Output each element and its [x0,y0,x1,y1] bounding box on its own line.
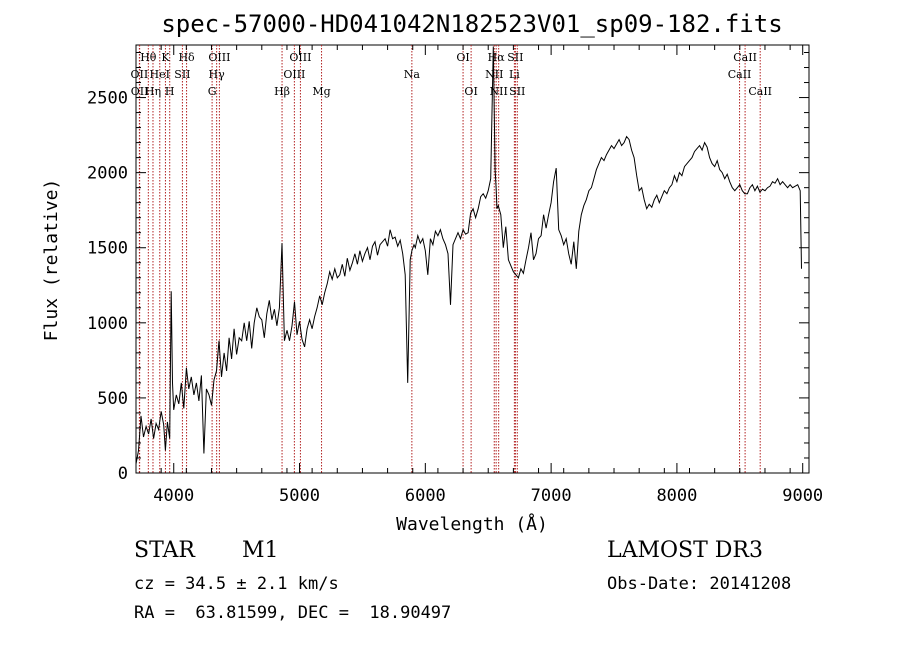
y-tick-label: 1000 [87,314,128,334]
cz-readout: cz = 34.5 ± 2.1 km/s [134,574,339,594]
spectral-line-label: Hθ [140,51,157,64]
spectral-line-label: CaII [733,51,757,64]
spectral-line-label: CaII [728,68,752,81]
spectral-line-label: HeI [150,68,170,81]
survey-label: LAMOST DR3 [607,538,763,563]
y-tick-label: 0 [118,464,128,484]
spectral-line-label: Mg [312,85,330,98]
spectral-line-label: Na [404,68,421,81]
spectral-line-label: OII [131,68,149,81]
x-axis: 4000 5000 6000 7000 8000 9000 [135,45,823,506]
spectral-line-label: CaII [748,85,772,98]
class-label: STAR [134,538,195,563]
obs-date: Obs-Date: 20141208 [607,574,792,594]
coordinates: RA = 63.81599, DEC = 18.90497 [134,603,452,623]
spectral-line-label: Hβ [274,85,290,98]
spectral-line-label: OIII [289,51,311,64]
x-tick-label: 7000 [531,486,572,506]
spectral-line-label: SII [507,51,523,64]
spectral-line-label: SII [509,85,525,98]
y-axis-label: Flux (relative) [41,179,62,342]
spectral-line-label: Hγ [209,68,226,81]
spectral-line-label: K [161,51,170,64]
x-tick-label: 6000 [405,486,446,506]
spectrum-line [135,46,802,465]
spectral-line-label: Hδ [178,51,195,64]
plot-frame [135,44,810,474]
y-tick-label: 2000 [87,164,128,184]
spectral-line-label: H [165,85,175,98]
x-tick-label: 8000 [656,486,697,506]
spectral-line-label: OIII [283,68,305,81]
chart-title: spec-57000-HD041042N182523V01_sp09-182.f… [161,10,782,38]
y-tick-label: 1500 [87,239,128,259]
spectral-line-labels: Hθ OII OII K HeI Hη SII H Hδ OIII Hγ G Hβ OIII OIII Mg N… [131,51,772,98]
y-axis: 0 500 1000 1500 2000 2500 [87,52,809,484]
y-tick-label: 2500 [87,89,128,109]
spectral-line-label: Hη [145,85,161,98]
x-tick-label: 9000 [782,486,823,506]
spectral-line-label: SII [174,68,190,81]
spectral-line-label: NII [485,68,503,81]
spectral-line-label: OIII [208,51,230,64]
spectral-line-label: OI [456,51,469,64]
x-axis-label: Wavelength (Å) [396,513,548,535]
spectral-line-label: Hα [488,51,506,64]
spectral-line-label: G [208,85,217,98]
y-tick-label: 500 [97,389,128,409]
subclass-label: M1 [242,538,279,563]
spectral-line-label: Li [509,68,520,81]
spectral-line-label: OI [464,85,477,98]
x-tick-label: 5000 [279,486,320,506]
spectral-line-label: OII [131,85,149,98]
x-tick-label: 4000 [153,486,194,506]
spectral-line-markers [138,45,761,473]
